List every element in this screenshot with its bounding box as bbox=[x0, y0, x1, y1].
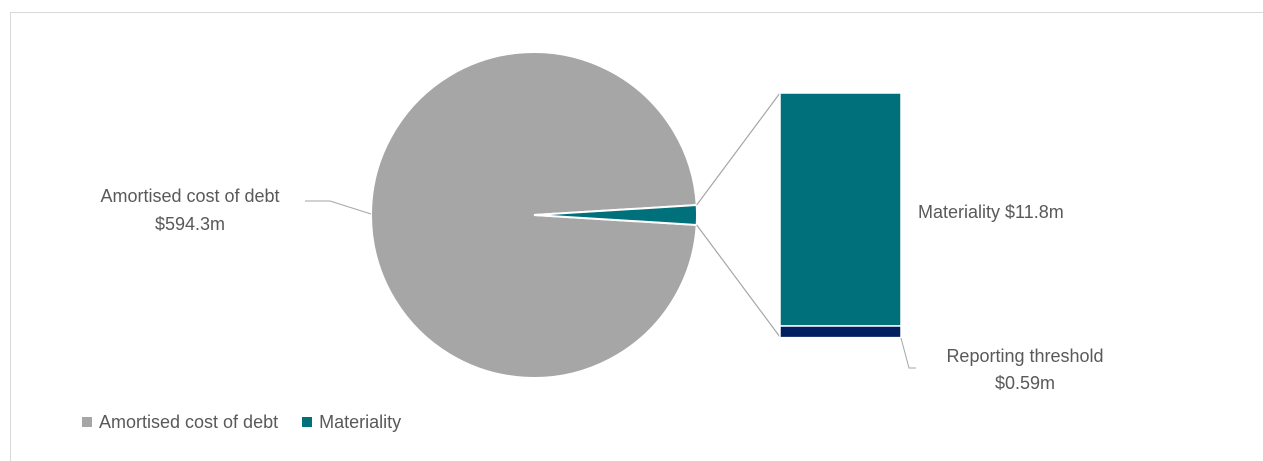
pie bbox=[370, 51, 698, 379]
threshold-label-value: $0.59m bbox=[995, 373, 1055, 393]
amortised-label-name: Amortised cost of debt bbox=[100, 186, 279, 206]
materiality-label: Materiality $11.8m bbox=[918, 202, 1064, 222]
amortised-leader-line-diag bbox=[329, 200, 372, 215]
pie-slice-amortised bbox=[370, 51, 698, 379]
connector-line-top bbox=[696, 92, 781, 206]
connector-lines bbox=[696, 92, 781, 338]
legend-label-amortised: Amortised cost of debt bbox=[99, 411, 279, 432]
legend: Amortised cost of debt Materiality bbox=[82, 410, 425, 434]
connector-line-bottom bbox=[696, 224, 781, 338]
legend-label-materiality: Materiality bbox=[319, 411, 402, 432]
threshold-leader-line bbox=[900, 337, 916, 369]
legend-swatch-materiality bbox=[302, 417, 313, 427]
threshold-label-name: Reporting threshold bbox=[946, 346, 1103, 366]
legend-item-materiality: Materiality bbox=[302, 412, 401, 433]
bar-segment-materiality bbox=[779, 92, 902, 327]
chart-frame bbox=[10, 12, 1263, 461]
amortised-label-value: $594.3m bbox=[155, 214, 225, 234]
legend-swatch-amortised bbox=[82, 417, 92, 427]
breakout-bar bbox=[779, 92, 902, 339]
bar-segment-threshold bbox=[779, 325, 902, 339]
pie-slice-materiality bbox=[533, 203, 698, 227]
legend-item-amortised: Amortised cost of debt bbox=[82, 412, 278, 433]
